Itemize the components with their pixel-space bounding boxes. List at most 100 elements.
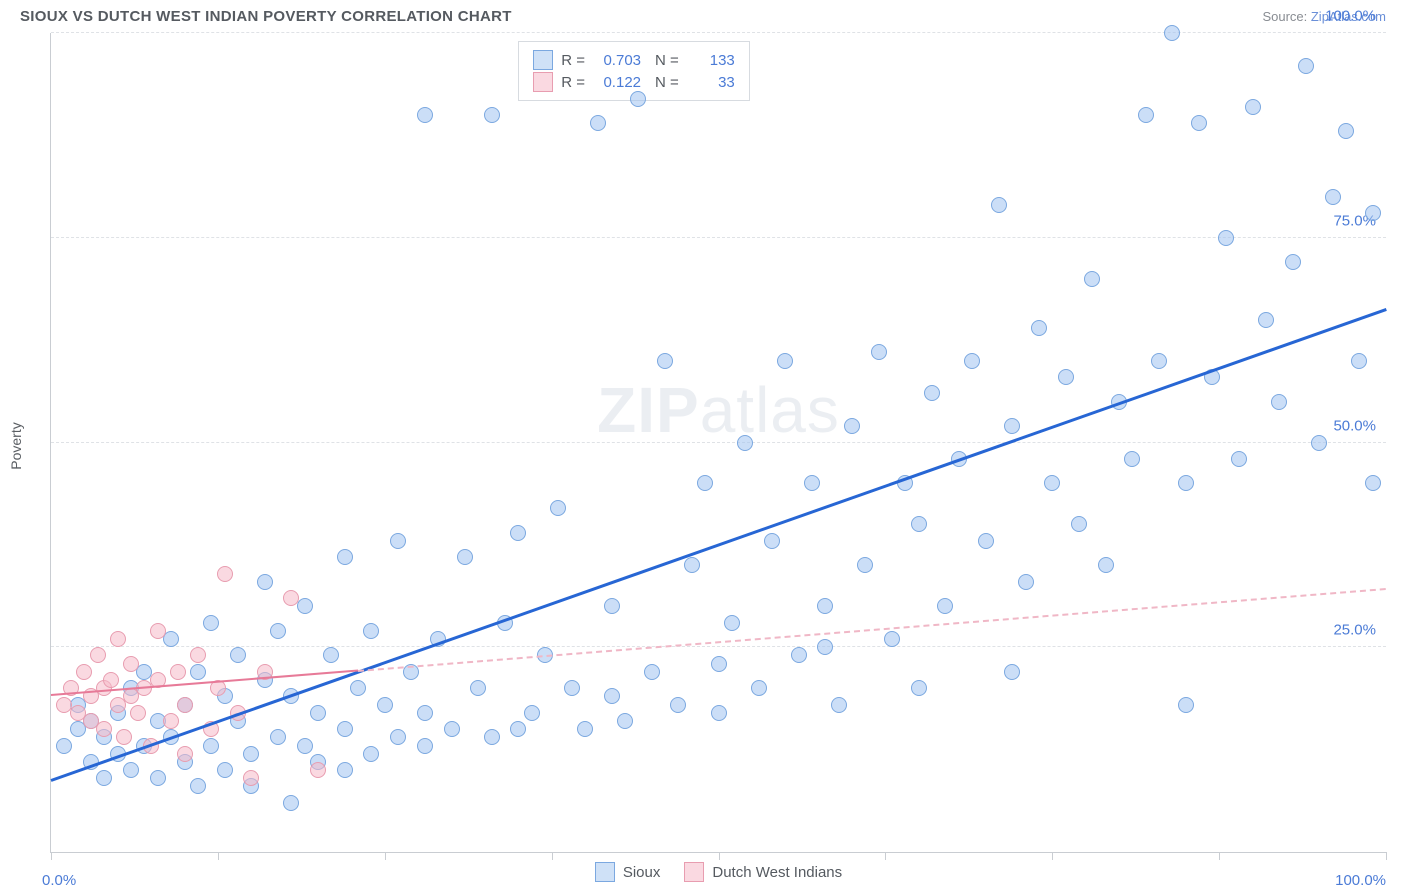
- data-point: [337, 721, 353, 737]
- data-point: [1338, 123, 1354, 139]
- data-point: [1124, 451, 1140, 467]
- data-point: [177, 697, 193, 713]
- data-point: [1271, 394, 1287, 410]
- data-point: [964, 353, 980, 369]
- data-point: [604, 688, 620, 704]
- data-point: [310, 762, 326, 778]
- data-point: [937, 598, 953, 614]
- data-point: [484, 107, 500, 123]
- data-point: [657, 353, 673, 369]
- data-point: [103, 672, 119, 688]
- data-point: [617, 713, 633, 729]
- data-point: [711, 656, 727, 672]
- data-point: [1325, 189, 1341, 205]
- data-point: [1098, 557, 1114, 573]
- data-point: [444, 721, 460, 737]
- data-point: [96, 721, 112, 737]
- y-tick-label: 25.0%: [1333, 622, 1376, 639]
- data-point: [724, 615, 740, 631]
- data-point: [484, 729, 500, 745]
- data-point: [1231, 451, 1247, 467]
- data-point: [1004, 418, 1020, 434]
- data-point: [831, 697, 847, 713]
- series-legend: Sioux Dutch West Indians: [51, 862, 1386, 882]
- data-point: [270, 623, 286, 639]
- data-point: [1178, 697, 1194, 713]
- data-point: [684, 557, 700, 573]
- data-point: [323, 647, 339, 663]
- data-point: [190, 647, 206, 663]
- sioux-swatch: [533, 50, 553, 70]
- data-point: [1218, 230, 1234, 246]
- data-point: [1138, 107, 1154, 123]
- data-point: [630, 91, 646, 107]
- data-point: [283, 590, 299, 606]
- data-point: [457, 549, 473, 565]
- data-point: [1151, 353, 1167, 369]
- data-point: [884, 631, 900, 647]
- data-point: [390, 729, 406, 745]
- data-point: [644, 664, 660, 680]
- data-point: [550, 500, 566, 516]
- data-point: [150, 770, 166, 786]
- data-point: [1031, 320, 1047, 336]
- data-point: [230, 647, 246, 663]
- data-point: [1285, 254, 1301, 270]
- data-point: [777, 353, 793, 369]
- data-point: [363, 746, 379, 762]
- data-point: [1058, 369, 1074, 385]
- data-point: [56, 738, 72, 754]
- data-point: [310, 705, 326, 721]
- data-point: [177, 746, 193, 762]
- data-point: [604, 598, 620, 614]
- data-point: [577, 721, 593, 737]
- data-point: [791, 647, 807, 663]
- data-point: [844, 418, 860, 434]
- y-axis-label: Poverty: [8, 422, 24, 469]
- data-point: [190, 664, 206, 680]
- data-point: [711, 705, 727, 721]
- data-point: [217, 566, 233, 582]
- x-tick: [719, 852, 720, 860]
- data-point: [1164, 25, 1180, 41]
- dutch-swatch-bottom: [684, 862, 704, 882]
- data-point: [1044, 475, 1060, 491]
- x-tick: [552, 852, 553, 860]
- data-point: [417, 705, 433, 721]
- x-tick: [218, 852, 219, 860]
- x-axis-min: 0.0%: [42, 872, 76, 889]
- data-point: [817, 598, 833, 614]
- data-point: [283, 795, 299, 811]
- data-point: [1298, 58, 1314, 74]
- sioux-swatch-bottom: [595, 862, 615, 882]
- data-point: [1351, 353, 1367, 369]
- data-point: [217, 762, 233, 778]
- data-point: [203, 615, 219, 631]
- gridline: [51, 646, 1386, 647]
- data-point: [337, 762, 353, 778]
- gridline: [51, 442, 1386, 443]
- data-point: [670, 697, 686, 713]
- data-point: [510, 525, 526, 541]
- data-point: [991, 197, 1007, 213]
- data-point: [377, 697, 393, 713]
- data-point: [297, 738, 313, 754]
- data-point: [150, 623, 166, 639]
- chart-title: SIOUX VS DUTCH WEST INDIAN POVERTY CORRE…: [20, 8, 512, 25]
- data-point: [257, 574, 273, 590]
- watermark: ZIPatlas: [597, 373, 840, 447]
- data-point: [417, 107, 433, 123]
- trend-line: [358, 588, 1386, 672]
- data-point: [737, 435, 753, 451]
- x-tick: [885, 852, 886, 860]
- data-point: [123, 656, 139, 672]
- data-point: [817, 639, 833, 655]
- data-point: [871, 344, 887, 360]
- data-point: [390, 533, 406, 549]
- data-point: [96, 770, 112, 786]
- data-point: [190, 778, 206, 794]
- data-point: [270, 729, 286, 745]
- data-point: [804, 475, 820, 491]
- data-point: [857, 557, 873, 573]
- x-tick: [1386, 852, 1387, 860]
